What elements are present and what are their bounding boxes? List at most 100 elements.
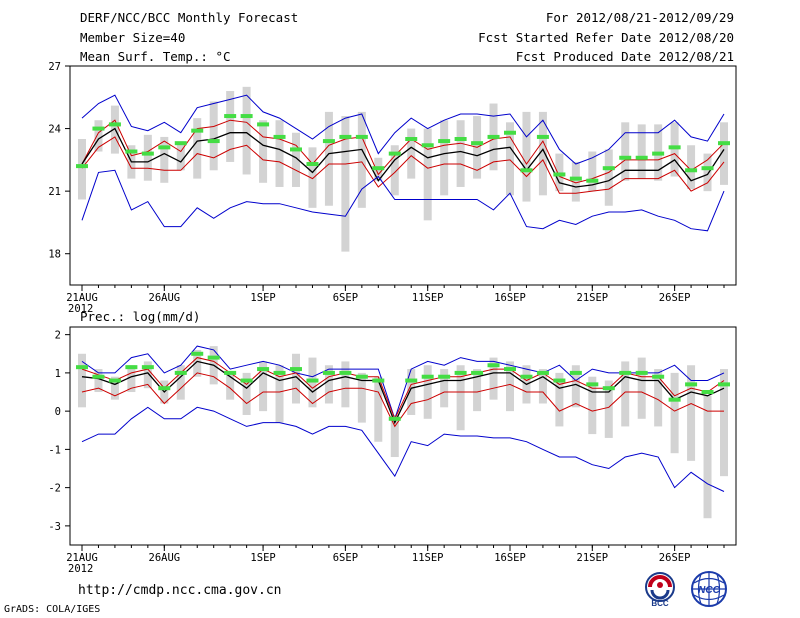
panel1-member-mark [504,130,516,135]
panel1-y-tick-label: 24 [48,124,61,136]
panel2-member-mark [240,378,253,383]
panel1-ensemble-bar [226,91,235,162]
panel2-member-mark [92,374,105,379]
panel2-member-mark [76,365,88,370]
panel2-y-tick-label: -2 [48,483,61,495]
panel2-member-mark [322,370,335,375]
panel1-member-mark [454,137,467,141]
panel1-member-mark [306,162,319,167]
panel1-member-mark [158,145,171,150]
panel2-x-tick-label: 11SEP [412,552,444,564]
panel2-ensemble-bar [687,365,696,461]
panel1-lower-envelope-line [81,169,725,232]
panel1-ensemble-bar [571,161,580,202]
panel1-member-mark [240,114,253,119]
panel1-member-mark [635,155,648,160]
panel2-member-mark [125,365,138,370]
panel2-ensemble-bar [637,357,646,419]
panel2-member-mark [685,382,698,387]
panel1-ensemble-bar [440,120,449,196]
panel2-ensemble-bar [94,369,103,393]
panel1-ensemble-bar [555,153,564,192]
panel1-member-mark [685,168,698,173]
panel2-ensemble-bar [555,372,564,427]
panel1-ensemble-bar [94,120,103,152]
panel2-ensemble-bar [538,369,547,404]
panel2-member-mark [306,378,319,383]
panel2-ensemble-bar [357,372,366,423]
ncc-logo-text: NCC [698,585,720,596]
panel1-frame [69,65,737,286]
panel2-y-tick-label: -3 [48,521,61,533]
panel2-member-mark [388,416,401,421]
panel2-member-mark [536,370,549,375]
panel1-member-mark [76,164,88,169]
panel2-x-year-label: 2012 [68,563,93,575]
panel2-ensemble-bar [489,357,498,400]
panel2-ensemble-bar [292,353,300,404]
panel2-ensemble-bar [423,365,432,419]
panel1-member-mark [602,166,615,171]
panel1-ensemble-bar [588,151,597,192]
fcst-started-label: Fcst Started Refer Date 2012/08/20 [478,30,734,45]
panel1-x-tick-label: 16SEP [494,292,526,304]
chart-title: DERF/NCC/BCC Monthly Forecast [80,10,299,25]
panel2-ensemble-bar [259,361,268,412]
panel2-x-tick-label: 26AUG [149,552,181,564]
panel2-x-tick-label: 21SEP [577,552,609,564]
panel1-member-mark [355,134,368,139]
panel1-ensemble-bar [456,120,465,187]
panel2-member-mark [224,370,237,375]
panel2-member-mark [141,365,154,370]
panel2-ensemble-bar [176,365,185,400]
panel1-x-tick-label: 11SEP [412,292,444,304]
panel2-y-tick-label: 2 [55,330,61,342]
panel1-member-mark [569,176,582,181]
panel1-member-mark [92,126,105,131]
panel1-ensemble-bar [538,111,547,196]
panel1-ensemble-bar [423,128,432,221]
panel1-member-mark [438,139,451,144]
panel2-y-tick-label: 0 [55,406,61,418]
panel2-member-mark [586,382,599,387]
footer-url-link[interactable]: http://cmdp.ncc.cma.gov.cn [78,583,282,598]
panel1-ensemble-bar [687,145,696,190]
panel2-member-mark [355,374,368,379]
panel1-ensemble-bar [341,116,350,252]
panel1-member-mark [652,151,665,156]
panel1-member-mark [487,134,500,139]
panel1-member-mark [553,172,566,177]
panel1-ensemble-bar [193,118,202,179]
panel1-x-tick-label: 21SEP [577,292,609,304]
panel2-x-tick-label: 1SEP [250,552,275,564]
panel2-ensemble-bar [110,376,119,400]
panel2-x-tick-label: 26SEP [659,552,691,564]
panel2-member-mark [273,370,286,375]
panel1-y-tick-label: 27 [48,61,61,73]
panel2-member-mark [635,370,648,375]
panel2-ensemble-bar [473,369,482,412]
panel1-ensemble-bar [259,120,268,183]
panel1-ensemble-bar [242,86,251,175]
panel1-member-mark [619,155,632,160]
panel2-member-mark [487,363,500,368]
ncc-logo: NCC [686,570,730,608]
panel1-ensemble-bar [292,132,300,187]
panel1-ensemble-bar [522,111,531,202]
panel2-member-mark [652,374,665,379]
panel2-ensemble-bar [670,372,679,454]
panel2-member-mark [191,351,204,356]
panel1-member-mark [174,141,187,146]
panel1-member-mark [191,128,204,133]
panel1-ensemble-bar [407,128,416,179]
panel2-y-tick-label: 1 [55,368,61,380]
panel1-member-mark [141,151,154,156]
bcc-logo: BCC [638,570,682,608]
panel1-variable-label: Mean Surf. Temp.: °C [80,49,231,64]
panel1-member-mark [586,178,599,183]
panel2-x-tick-label: 6SEP [333,552,358,564]
panel2-member-mark [569,370,582,375]
panel2-ensemble-bar [720,369,728,477]
panel1-x-tick-label: 1SEP [250,292,275,304]
